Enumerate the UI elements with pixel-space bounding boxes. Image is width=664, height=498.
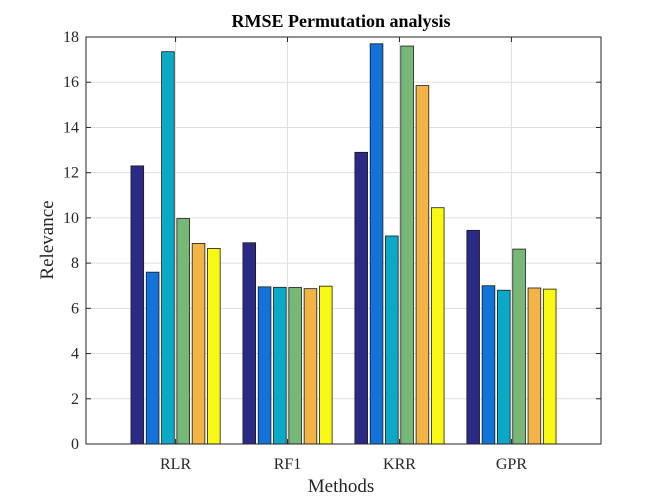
bar-rlr-series-5 <box>191 243 206 445</box>
bar-gpr-series-1 <box>466 229 480 445</box>
bar-rlr-series-3 <box>161 51 175 445</box>
x-tick-label: GPR <box>496 456 527 473</box>
bar-gpr-series-4 <box>512 248 526 445</box>
x-tick-label: RF1 <box>274 456 302 473</box>
bar-rlr-series-4 <box>176 218 190 445</box>
y-tick-label: 6 <box>71 300 79 317</box>
y-tick-label: 4 <box>71 346 79 363</box>
y-tick-label: 16 <box>63 74 79 91</box>
bar-gpr-series-6 <box>542 288 557 445</box>
y-tick-label: 10 <box>63 210 79 227</box>
bar-rf1-series-6 <box>319 285 333 445</box>
y-tick-label: 18 <box>63 29 79 46</box>
plot-frame <box>85 36 602 445</box>
bar-gpr-series-2 <box>481 285 496 445</box>
x-axis-label: Methods <box>308 476 375 497</box>
x-tick-label: KRR <box>383 456 416 473</box>
bar-krr-series-5 <box>415 85 430 445</box>
x-tick-label: RLR <box>160 456 191 473</box>
bar-krr-series-1 <box>354 151 368 445</box>
y-tick-label: 8 <box>71 255 79 272</box>
bar-rlr-series-6 <box>207 248 221 445</box>
axis-ticks: 0 2 4 6 8 10 12 14 16 18 RLR RF1 KRR GPR <box>63 29 601 473</box>
bar-rf1-series-3 <box>273 286 287 445</box>
bar-krr-series-4 <box>400 45 414 445</box>
bar-krr-series-3 <box>385 235 399 445</box>
y-tick-label: 2 <box>71 391 79 408</box>
bar-krr-series-6 <box>430 207 445 445</box>
bar-krr-series-2 <box>369 43 384 445</box>
bar-rlr-series-2 <box>145 271 160 445</box>
bar-rf1-series-5 <box>303 288 318 445</box>
bar-rf1-series-4 <box>288 287 302 445</box>
bar-rf1-series-1 <box>242 242 257 445</box>
y-tick-label: 0 <box>71 436 79 453</box>
bar-gpr-series-3 <box>497 289 511 445</box>
bar-rf1-series-2 <box>257 286 272 445</box>
y-axis-label: Relevance <box>37 200 58 279</box>
y-tick-label: 14 <box>63 119 79 136</box>
bar-rlr-series-1 <box>130 165 145 445</box>
chart-title: RMSE Permutation analysis <box>231 11 450 31</box>
bar-gpr-series-5 <box>527 287 542 445</box>
y-tick-label: 12 <box>63 165 79 182</box>
